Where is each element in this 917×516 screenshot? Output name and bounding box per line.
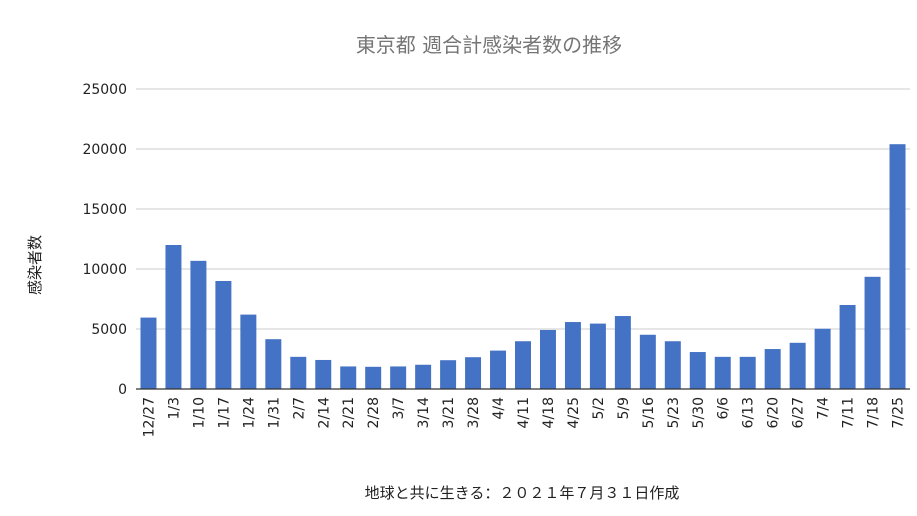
x-tick-label: 4/4	[491, 397, 507, 420]
bar-2-21	[340, 366, 357, 389]
x-tick-label: 3/28	[466, 397, 482, 428]
bar-3-21	[440, 360, 457, 389]
x-tick-label: 5/9	[616, 397, 632, 420]
x-tick-label: 3/21	[441, 397, 457, 428]
x-tick-label: 7/4	[816, 397, 832, 420]
bar-4-11	[515, 341, 531, 389]
x-tick-label: 7/25	[891, 397, 907, 428]
y-axis-label: 感染者数	[26, 235, 44, 295]
bar-5-30	[689, 352, 706, 389]
bar-1-17	[215, 281, 232, 389]
y-tick-label: 20000	[82, 142, 127, 158]
bar-4-4	[490, 350, 507, 389]
x-tick-label: 7/11	[841, 397, 857, 428]
bar-7-25	[889, 144, 906, 389]
y-tick-label: 15000	[82, 202, 127, 218]
gridlines	[136, 88, 910, 330]
bar-6-6	[714, 356, 731, 389]
bar-7-4	[814, 328, 831, 389]
bar-4-18	[539, 329, 556, 389]
x-axis-ticks: 12/27 1/3 1/10 1/17 1/24 1/31 2/7 2/14 2/21 2/28 3…	[141, 397, 906, 437]
bar-1-3	[165, 245, 182, 389]
x-tick-label: 6/13	[741, 397, 757, 428]
x-tick-label: 12/27	[141, 397, 157, 437]
x-tick-label: 1/24	[241, 397, 257, 429]
bar-5-2	[589, 323, 606, 389]
x-tick-label: 2/14	[316, 397, 332, 429]
bar-1-31	[265, 339, 282, 389]
bars	[140, 144, 906, 389]
x-tick-label: 4/18	[541, 397, 557, 428]
bar-3-14	[415, 364, 432, 389]
x-tick-label: 1/31	[266, 397, 282, 428]
x-tick-label: 2/7	[291, 397, 307, 420]
x-axis-label: 地球と共に生きる：２０２１年７月３１日作成	[365, 484, 680, 502]
x-tick-label: 6/6	[716, 397, 732, 420]
bar-3-7	[390, 366, 407, 389]
x-tick-label: 6/20	[766, 397, 782, 428]
bar-3-28	[465, 357, 482, 389]
y-axis-ticks: 0 5000 10000 15000 20000 25000	[82, 82, 127, 398]
bar-5-23	[664, 341, 681, 389]
chart-title: 東京都 週合計感染者数の推移	[356, 33, 622, 57]
x-tick-label: 1/17	[216, 397, 232, 428]
x-tick-label: 7/18	[866, 397, 882, 428]
x-tick-label: 5/2	[591, 397, 607, 420]
bar-2-7	[290, 356, 307, 389]
x-tick-label: 5/16	[641, 397, 657, 429]
x-tick-label: 6/27	[791, 397, 807, 428]
y-tick-label: 0	[118, 382, 127, 398]
x-tick-label: 2/28	[366, 397, 382, 428]
bar-1-10	[190, 260, 207, 389]
x-tick-label: 1/3	[166, 397, 182, 420]
bar-2-14	[315, 359, 332, 389]
bar-6-27	[789, 342, 806, 389]
bar-4-25	[564, 322, 581, 389]
y-tick-label: 5000	[91, 322, 127, 338]
x-tick-label: 2/21	[341, 397, 357, 428]
x-tick-label: 4/25	[566, 397, 582, 428]
bar-12-27	[140, 317, 157, 389]
x-tick-label: 3/7	[391, 397, 407, 420]
bar-7-18	[864, 276, 881, 389]
x-tick-label: 5/30	[691, 397, 707, 428]
bar-5-16	[639, 334, 656, 389]
x-tick-label: 3/14	[416, 397, 432, 429]
y-tick-label: 10000	[82, 262, 127, 278]
x-tick-label: 1/10	[191, 397, 207, 428]
y-tick-label: 25000	[82, 82, 127, 98]
bar-1-24	[240, 314, 257, 389]
x-tick-label: 5/23	[666, 397, 682, 428]
bar-6-20	[764, 349, 781, 389]
bar-2-28	[365, 366, 382, 389]
bar-6-13	[739, 356, 756, 389]
bar-7-11	[839, 305, 856, 389]
bar-5-9	[614, 316, 631, 389]
x-tick-label: 4/11	[516, 397, 532, 428]
